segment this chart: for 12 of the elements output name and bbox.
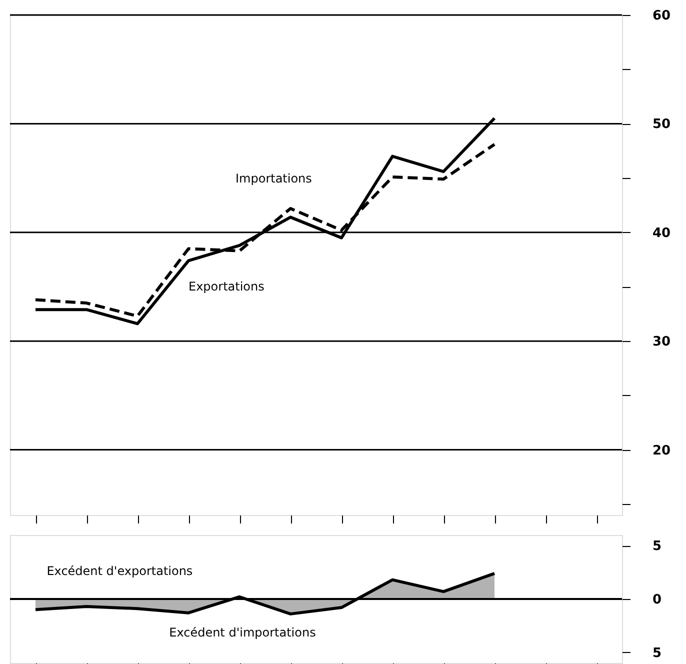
series-label: Exportations (188, 280, 264, 294)
y-tick-label: 5 (652, 539, 662, 554)
y-tick-label: 0 (652, 592, 662, 608)
annotation: Excédent d'exportations (46, 564, 193, 578)
y-tick-label: 50 (652, 117, 671, 132)
y-tick-label: 5 (652, 646, 662, 661)
y-tick-label: 20 (652, 443, 671, 458)
y-tick-label: 40 (652, 226, 671, 241)
y-tick-label: 30 (652, 334, 671, 350)
text: Importations (236, 171, 312, 186)
y-tick-label: 60 (652, 8, 671, 24)
annotation: Excédent d'importations (169, 625, 316, 640)
